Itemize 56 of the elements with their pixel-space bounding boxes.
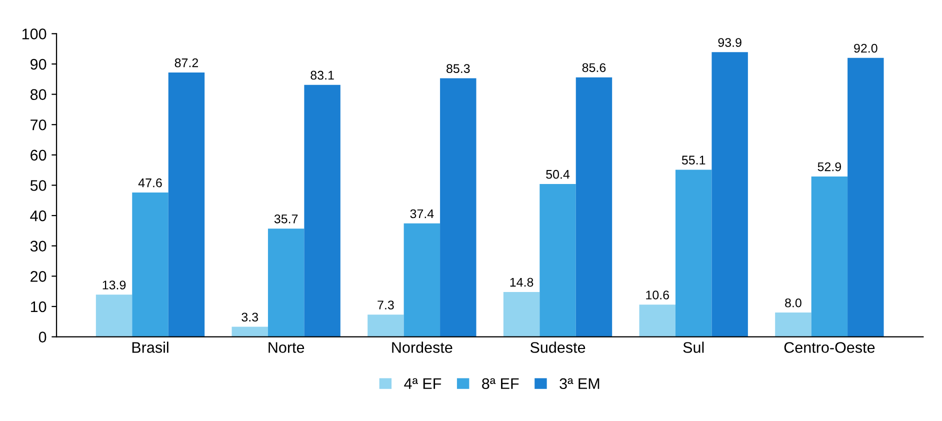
bar [540, 184, 576, 337]
bar [775, 312, 812, 337]
bar [132, 192, 168, 337]
y-tick-label: 70 [30, 119, 46, 130]
legend-label: 3ª EM [560, 378, 600, 390]
bar [304, 84, 340, 337]
x-tick-label: Norte [268, 342, 304, 353]
y-tick-label: 90 [30, 58, 46, 70]
y-tick-label: 10 [30, 301, 46, 312]
legend-label: 8ª EF [482, 378, 519, 390]
y-tick-label: 0 [38, 332, 46, 342]
bar [404, 223, 440, 337]
data-label: 92.0 [854, 44, 878, 53]
data-label: 87.2 [174, 58, 198, 68]
bar [168, 72, 205, 337]
bar [639, 304, 676, 337]
data-label: 3.3 [242, 312, 258, 322]
bar [848, 58, 884, 337]
bar [268, 228, 304, 337]
data-label: 10.6 [646, 290, 669, 300]
y-tick-label: 60 [30, 150, 46, 161]
data-label: 47.6 [138, 178, 162, 188]
y-tick-label: 50 [30, 180, 46, 191]
bar [368, 314, 404, 337]
data-label: 8.0 [785, 298, 802, 308]
x-tick-label: Nordeste [392, 342, 452, 353]
y-tick-label: 80 [30, 89, 46, 100]
data-label: 35.7 [274, 214, 298, 224]
bar [232, 326, 268, 337]
x-tick-label: Sudeste [530, 342, 586, 353]
y-tick-label: 100 [22, 28, 46, 40]
bar [440, 78, 476, 337]
data-label: 14.8 [510, 278, 534, 287]
y-tick-label: 20 [30, 271, 46, 282]
data-label: 50.4 [546, 170, 570, 179]
x-tick-label: Centro-Oeste [784, 342, 875, 353]
bar [576, 77, 612, 337]
data-label: 37.4 [410, 209, 434, 218]
x-tick-label: Brasil [132, 342, 168, 353]
bar [811, 176, 848, 337]
y-tick-label: 30 [30, 240, 46, 252]
data-label: 93.9 [718, 38, 742, 47]
bar [675, 170, 712, 337]
data-label: 13.9 [102, 280, 126, 290]
legend-label: 4ª EF [404, 378, 442, 389]
data-label: 83.1 [310, 70, 334, 80]
bar [96, 294, 132, 337]
data-label: 85.3 [446, 64, 470, 73]
data-label: 52.9 [818, 162, 842, 172]
x-tick-label: Sul [683, 342, 704, 353]
data-label: 7.3 [378, 300, 394, 310]
bar [712, 52, 748, 337]
y-tick-label: 40 [30, 210, 46, 222]
bar [503, 292, 540, 337]
data-label: 55.1 [682, 156, 706, 165]
data-label: 85.6 [582, 63, 606, 72]
